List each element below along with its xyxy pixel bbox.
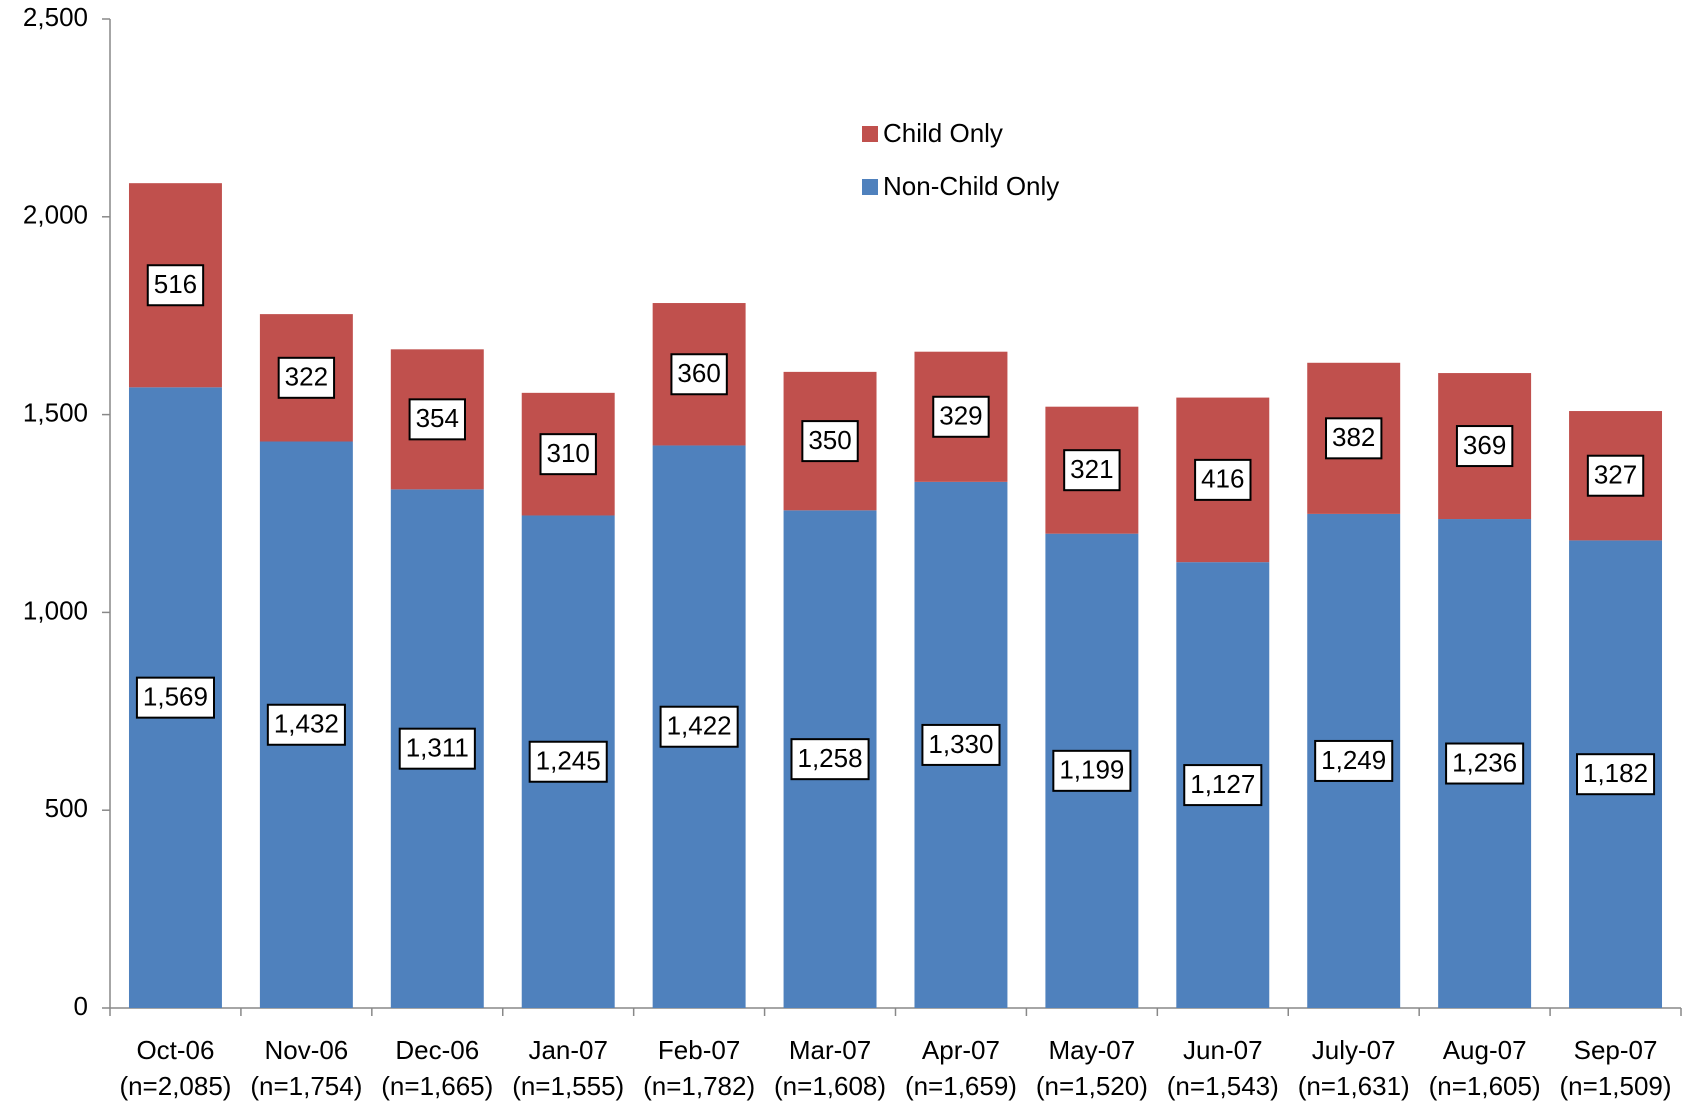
- value-label: 416: [1201, 464, 1244, 494]
- value-label-box: [1183, 764, 1263, 807]
- value-label-box: [408, 398, 466, 441]
- value-label: 350: [808, 425, 851, 455]
- y-tick-label: 1,500: [23, 397, 88, 427]
- value-label-box: [1314, 739, 1394, 782]
- x-tick-note: (n=2,085): [119, 1071, 231, 1101]
- value-label: 1,127: [1190, 769, 1255, 799]
- value-label: 516: [154, 269, 197, 299]
- value-label-box: [146, 264, 205, 307]
- value-label-box: [539, 433, 597, 476]
- value-label-box: [1052, 749, 1132, 792]
- value-label: 1,199: [1059, 755, 1124, 785]
- x-tick-note: (n=1,509): [1560, 1071, 1672, 1101]
- value-label: 310: [547, 438, 590, 468]
- y-tick-label: 0: [74, 991, 88, 1021]
- x-tick-note: (n=1,608): [774, 1071, 886, 1101]
- value-label: 354: [416, 403, 459, 433]
- value-label: 1,258: [798, 743, 863, 773]
- x-tick-label: May-07: [1049, 1035, 1136, 1065]
- value-label: 327: [1594, 460, 1637, 490]
- value-label-box: [277, 356, 336, 399]
- x-tick-note: (n=1,782): [643, 1071, 755, 1101]
- legend-label: Child Only: [883, 118, 1003, 148]
- value-label-box: [659, 705, 739, 748]
- value-label: 1,182: [1583, 758, 1648, 788]
- x-tick-note: (n=1,631): [1298, 1071, 1410, 1101]
- y-tick-label: 2,500: [23, 2, 88, 32]
- x-tick-label: Nov-06: [264, 1035, 348, 1065]
- value-label-box: [932, 395, 990, 438]
- y-tick-label: 500: [45, 793, 88, 823]
- value-label: 1,432: [274, 709, 339, 739]
- legend-swatch: [862, 179, 878, 195]
- value-label-box: [1586, 454, 1645, 497]
- x-tick-label: Dec-06: [395, 1035, 479, 1065]
- x-tick-label: Feb-07: [658, 1035, 740, 1065]
- value-label-box: [790, 738, 870, 781]
- legend-swatch: [862, 126, 878, 142]
- x-tick-note: (n=1,659): [905, 1071, 1017, 1101]
- value-label: 1,569: [143, 682, 208, 712]
- value-label: 369: [1463, 430, 1506, 460]
- value-label-box: [1325, 417, 1383, 460]
- x-tick-label: Sep-07: [1574, 1035, 1658, 1065]
- x-tick-label: Oct-06: [136, 1035, 214, 1065]
- value-label-box: [266, 703, 346, 746]
- value-label-box: [398, 727, 476, 770]
- value-label: 329: [939, 401, 982, 431]
- x-tick-label: Jan-07: [528, 1035, 608, 1065]
- x-tick-note: (n=1,605): [1429, 1071, 1541, 1101]
- value-label: 1,249: [1321, 745, 1386, 775]
- value-label: 1,236: [1452, 747, 1517, 777]
- value-label-box: [1063, 449, 1121, 492]
- x-tick-label: July-07: [1312, 1035, 1396, 1065]
- value-label: 360: [677, 358, 720, 388]
- y-tick-label: 1,000: [23, 595, 88, 625]
- value-label: 322: [285, 362, 328, 392]
- value-label: 321: [1070, 454, 1113, 484]
- x-tick-label: Aug-07: [1443, 1035, 1527, 1065]
- value-label-box: [1455, 425, 1514, 468]
- value-label: 382: [1332, 422, 1375, 452]
- value-label: 1,422: [667, 711, 732, 741]
- value-label: 1,330: [928, 729, 993, 759]
- value-label-box: [801, 420, 859, 463]
- x-tick-note: (n=1,520): [1036, 1071, 1148, 1101]
- y-tick-label: 2,000: [23, 200, 88, 230]
- value-label-box: [528, 740, 608, 783]
- value-label: 1,311: [406, 733, 469, 763]
- legend-label: Non-Child Only: [883, 171, 1059, 201]
- value-label-box: [670, 353, 728, 396]
- x-tick-note: (n=1,665): [381, 1071, 493, 1101]
- value-label-box: [921, 723, 1001, 766]
- x-tick-note: (n=1,543): [1167, 1071, 1279, 1101]
- value-label-box: [135, 676, 215, 719]
- x-tick-note: (n=1,555): [512, 1071, 624, 1101]
- x-tick-label: Mar-07: [789, 1035, 871, 1065]
- x-tick-label: Apr-07: [922, 1035, 1000, 1065]
- value-label-box: [1445, 742, 1525, 785]
- value-label-box: [1194, 458, 1252, 501]
- value-label-box: [1576, 753, 1656, 796]
- value-label: 1,245: [536, 746, 601, 776]
- x-tick-note: (n=1,754): [250, 1071, 362, 1101]
- x-tick-label: Jun-07: [1183, 1035, 1263, 1065]
